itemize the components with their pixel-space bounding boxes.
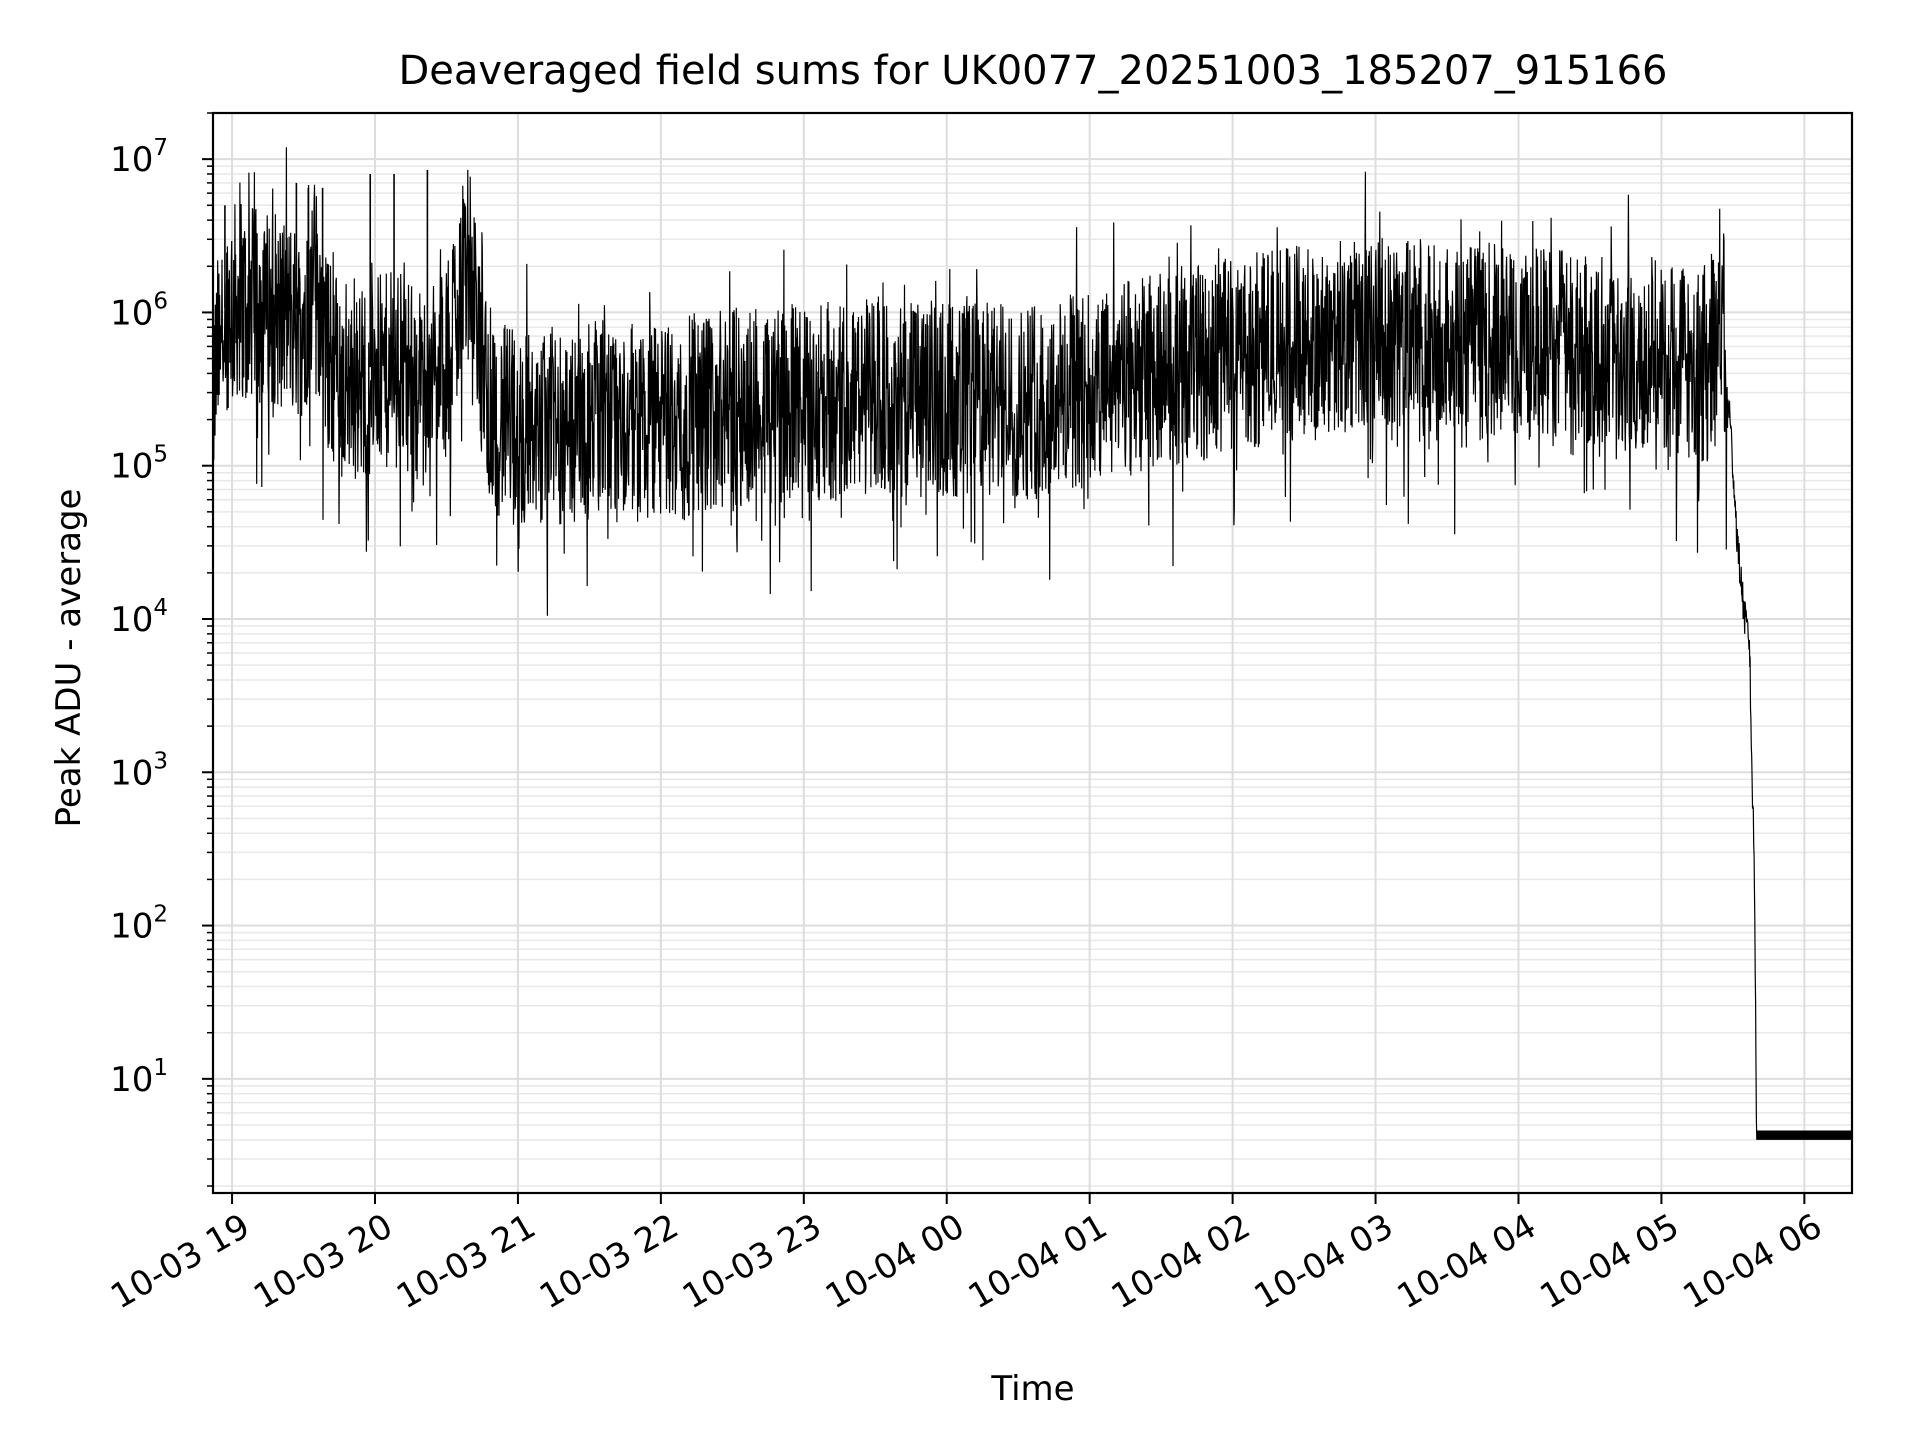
x-tick-label: 10-03 21 <box>390 1206 542 1317</box>
x-tick-label: 10-03 23 <box>676 1206 828 1317</box>
chart-title: Deaveraged field sums for UK0077_2025100… <box>398 48 1667 94</box>
y-tick-label: 101 <box>110 1055 168 1100</box>
x-tick-label: 10-04 01 <box>962 1206 1114 1317</box>
y-tick-label: 103 <box>110 748 168 793</box>
y-tick-label: 106 <box>110 288 168 333</box>
x-axis-label: Time <box>990 1369 1074 1409</box>
x-tick-label: 10-03 22 <box>533 1206 685 1317</box>
y-tick-label: 107 <box>110 135 168 180</box>
x-tick-label: 10-04 04 <box>1391 1206 1543 1317</box>
y-tick-label: 105 <box>110 442 168 487</box>
data-layer <box>212 147 1853 1140</box>
x-tick-label: 10-03 19 <box>104 1206 256 1317</box>
y-axis-label: Peak ADU - average <box>49 489 89 828</box>
y-tick-label: 104 <box>110 595 168 640</box>
x-tick-label: 10-03 20 <box>247 1206 399 1317</box>
y-tick-label: 102 <box>110 902 168 947</box>
grid <box>213 112 1852 1193</box>
x-tick-label: 10-04 05 <box>1534 1206 1686 1317</box>
x-tick-label: 10-04 03 <box>1248 1206 1400 1317</box>
x-tick-label: 10-04 00 <box>819 1206 971 1317</box>
x-tick-label: 10-04 02 <box>1105 1206 1257 1317</box>
series-line <box>212 147 1853 1140</box>
x-tick-label: 10-04 06 <box>1676 1206 1828 1317</box>
